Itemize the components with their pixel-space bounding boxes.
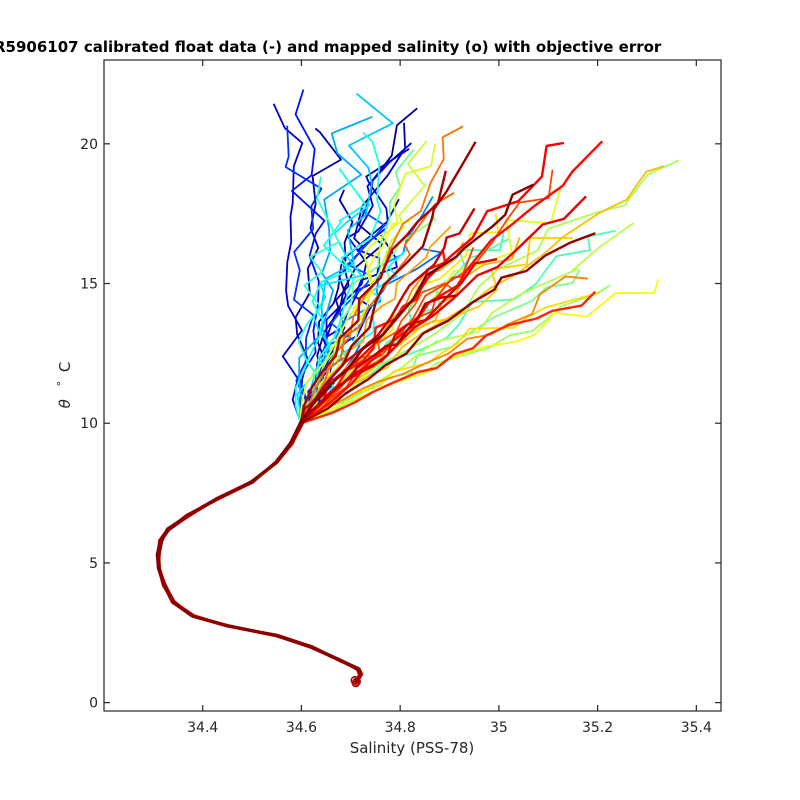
deep-water-curve-group [156, 422, 363, 684]
x-axis-ticks: 34.4 34.6 34.8 35 35.2 35.4 [187, 60, 712, 736]
mapped-salinity-point [350, 676, 359, 685]
x-tick-label: 34.8 [385, 720, 416, 736]
plot-frame [103, 59, 722, 712]
x-tick-label: 35.4 [681, 720, 712, 736]
mapped-salinity-points [350, 676, 361, 688]
x-tick-label: 34.6 [286, 720, 317, 736]
deep-water-curve [156, 422, 363, 684]
mapped-salinity-point [352, 677, 361, 686]
y-axis-ticks: 0 5 10 15 20 [80, 137, 721, 712]
x-tick-label: 34.4 [187, 720, 218, 736]
chart-title: R5906107 calibrated float data (-) and m… [0, 38, 662, 56]
x-axis-label: Salinity (PSS-78) [350, 739, 475, 757]
y-axis-label-symbol: θ [56, 399, 74, 408]
y-tick-label: 20 [80, 137, 98, 153]
y-axis-label-degree: ° [55, 381, 68, 387]
y-tick-label: 15 [80, 277, 98, 293]
y-axis-label-unit: C [56, 362, 74, 372]
y-tick-label: 10 [80, 416, 98, 432]
x-tick-label: 35 [490, 720, 508, 736]
y-tick-label: 0 [89, 696, 98, 712]
y-tick-label: 5 [89, 556, 98, 572]
y-axis-label: θ ° C [51, 362, 74, 409]
svg-text:θ ° C: θ ° C [51, 362, 74, 409]
x-tick-label: 35.2 [582, 720, 613, 736]
